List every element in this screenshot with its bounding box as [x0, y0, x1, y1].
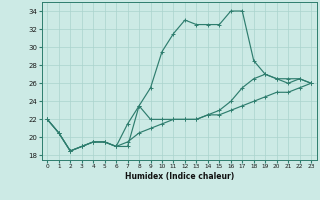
- X-axis label: Humidex (Indice chaleur): Humidex (Indice chaleur): [124, 172, 234, 181]
